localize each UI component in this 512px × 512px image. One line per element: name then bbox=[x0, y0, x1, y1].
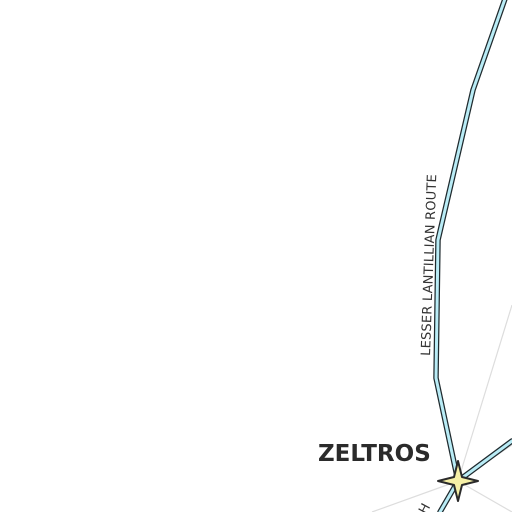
star-icon[interactable] bbox=[437, 460, 479, 502]
route-line[interactable] bbox=[434, 0, 512, 483]
route-label-southern: H bbox=[416, 501, 434, 512]
grid-line bbox=[457, 480, 512, 512]
grid-line bbox=[371, 480, 459, 512]
route-lesser-lantillian[interactable] bbox=[433, 0, 512, 484]
route-label-lesser-lantillian: LESSER LANTILLIAN ROUTE bbox=[419, 174, 440, 356]
place-zeltros[interactable]: ZELTROS bbox=[318, 441, 479, 502]
grid-line bbox=[457, 304, 512, 482]
place-label-zeltros: ZELTROS bbox=[318, 441, 431, 467]
